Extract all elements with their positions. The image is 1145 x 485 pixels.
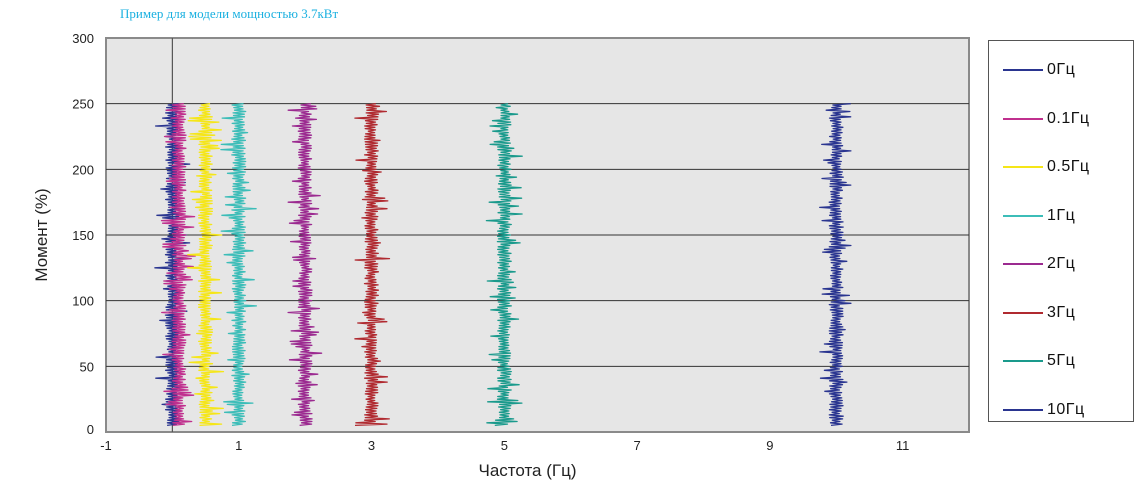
series-line: [187, 103, 225, 427]
legend-swatch: [1003, 117, 1043, 120]
legend-label: 10Гц: [1047, 400, 1085, 418]
y-axis-label: Момент (%): [32, 188, 51, 281]
legend-label: 2Гц: [1047, 255, 1076, 272]
legend-label: 1Гц: [1047, 206, 1076, 224]
series-line: [354, 103, 391, 427]
y-tick-label: 250: [72, 97, 94, 112]
legend-swatch: [1003, 214, 1043, 217]
legend-swatch: [1003, 311, 1043, 314]
x-tick-label: 1: [235, 438, 242, 453]
series-line: [287, 103, 323, 427]
legend-item: 0.1Гц: [989, 107, 1090, 131]
series-line: [220, 103, 258, 427]
y-tick-label: 0: [87, 422, 94, 437]
y-tick-label: 150: [72, 228, 94, 243]
series-line: [819, 103, 852, 427]
x-tick-label: 5: [501, 438, 508, 453]
legend-label: 0.1Гц: [1047, 109, 1090, 127]
y-tick-label: 50: [80, 359, 94, 374]
legend-item: 5Гц: [989, 349, 1075, 373]
legend: 0Гц 0.1Гц 0.5Гц 1Гц 2Гц 3Гц 5Гц 10Гц: [988, 40, 1134, 422]
x-tick-label: 7: [633, 438, 640, 453]
legend-swatch: [1003, 166, 1043, 168]
chart-subtitle: Пример для модели мощностью 3.7кВт: [120, 6, 339, 21]
y-tick-label: 100: [72, 294, 94, 309]
legend-item: 2Гц: [989, 252, 1075, 276]
legend-label: 3Гц: [1047, 303, 1076, 321]
x-axis-label: Частота (Гц): [479, 461, 577, 480]
legend-label: 0Гц: [1047, 61, 1076, 78]
y-tick-label: 200: [72, 162, 94, 177]
series-line: [160, 103, 196, 427]
series-line: [485, 103, 523, 427]
x-tick-label: 11: [896, 438, 910, 453]
legend-item: 1Гц: [989, 204, 1075, 228]
legend-item: 0.5Гц: [989, 155, 1090, 179]
legend-label: 0.5Гц: [1047, 158, 1090, 175]
x-tick-label: 3: [368, 438, 375, 453]
legend-swatch: [1003, 69, 1043, 71]
legend-item: 0Гц: [989, 58, 1075, 82]
legend-swatch: [1003, 263, 1043, 265]
chart-canvas: 0 50 100 150 200 250 300 -1 1 3 5 7 9 11 Частота (Гц) М…: [32, 31, 970, 480]
y-tick-label: 300: [72, 31, 94, 46]
legend-item: 3Гц: [989, 301, 1075, 325]
legend-item: 10Гц: [989, 398, 1085, 422]
series-line: [154, 103, 191, 427]
legend-swatch: [1003, 408, 1043, 411]
x-tick-label: -1: [100, 438, 112, 453]
x-tick-label: 9: [766, 438, 773, 453]
legend-label: 5Гц: [1047, 352, 1076, 369]
legend-swatch: [1003, 360, 1043, 362]
